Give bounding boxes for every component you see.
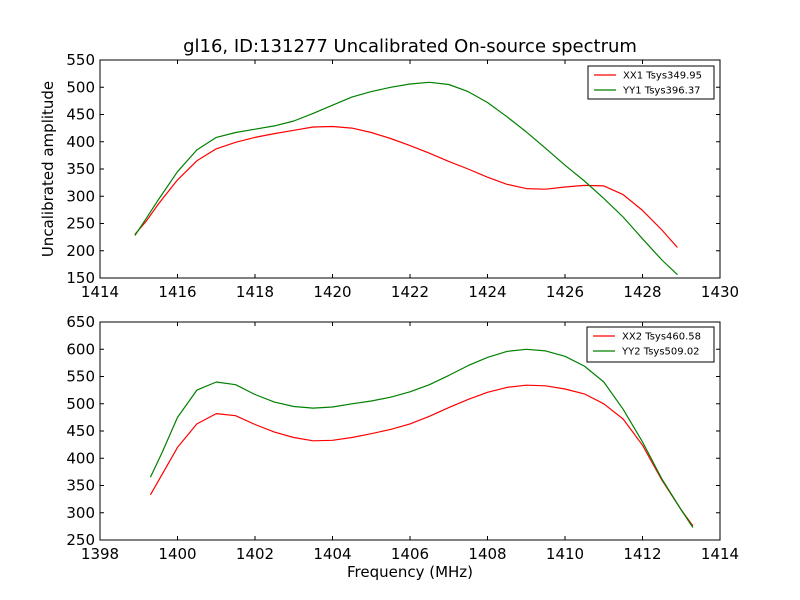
y-tick-label: 300 <box>66 187 95 205</box>
y-tick-label: 300 <box>66 504 95 522</box>
bottom-panel: 1398 1400 1402 1404 1406 1408 1410 1412 1414 250 3… <box>66 313 739 581</box>
legend-label: YY1 Tsys396.37 <box>622 86 701 97</box>
legend-label: XX1 Tsys349.95 <box>623 71 702 82</box>
x-tick-label: 1404 <box>313 545 351 563</box>
legend-box <box>586 326 715 363</box>
series-line-yy2 <box>149 348 694 528</box>
series-line-yy1 <box>134 81 678 276</box>
x-tick-label: 1414 <box>701 545 739 563</box>
series-line-xx1 <box>134 125 678 248</box>
y-tick-label: 350 <box>66 477 95 495</box>
y-tick-label: 450 <box>66 106 95 124</box>
x-tick-label: 1418 <box>236 283 274 301</box>
y-axis-label: Uncalibrated amplitude <box>39 81 57 257</box>
y-tick-label: 550 <box>66 368 95 386</box>
y-tick-label: 650 <box>66 313 95 331</box>
y-tick-label: 500 <box>66 395 95 413</box>
series-group <box>149 348 694 528</box>
x-tick-label: 1414 <box>81 283 119 301</box>
y-tick-label: 250 <box>66 531 95 549</box>
y-tick-label: 200 <box>66 242 95 260</box>
x-tick-label: 1406 <box>391 545 429 563</box>
x-tick-label: 1430 <box>701 283 739 301</box>
x-tick-label: 1420 <box>313 283 351 301</box>
y-tick-label: 250 <box>66 215 95 233</box>
legend-box <box>587 65 715 100</box>
x-tick-label: 1402 <box>236 545 274 563</box>
x-tick-label: 1408 <box>468 545 506 563</box>
y-tick-label: 350 <box>66 160 95 178</box>
x-tick-label: 1416 <box>158 283 196 301</box>
series-line-xx2 <box>149 384 694 527</box>
series-group <box>134 81 678 276</box>
legend: XX2 Tsys460.58 YY2 Tsys509.02 <box>586 326 715 363</box>
x-tick-label: 1424 <box>468 283 506 301</box>
x-tick-label: 1426 <box>546 283 584 301</box>
x-tick-label: 1398 <box>81 545 119 563</box>
y-tick-label: 550 <box>66 51 95 69</box>
x-tick-label: 1422 <box>391 283 429 301</box>
legend-label: XX2 Tsys460.58 <box>622 332 701 343</box>
legend-label: YY2 Tsys509.02 <box>621 347 700 358</box>
x-axis-label: Frequency (MHz) <box>347 563 473 581</box>
y-tick-label: 150 <box>66 269 95 287</box>
top-panel: 1414 1416 1418 1420 1422 1424 1426 1428 1430 150 2… <box>39 51 739 301</box>
y-tick-label: 400 <box>66 449 95 467</box>
x-tick-label: 1412 <box>623 545 661 563</box>
x-tick-label: 1400 <box>158 545 196 563</box>
figure-title: gl16, ID:131277 Uncalibrated On-source s… <box>183 36 637 57</box>
y-tick-label: 400 <box>66 133 95 151</box>
y-tick-label: 450 <box>66 422 95 440</box>
x-tick-label: 1428 <box>623 283 661 301</box>
y-tick-label: 500 <box>66 78 95 96</box>
x-tick-label: 1410 <box>546 545 584 563</box>
legend: XX1 Tsys349.95 YY1 Tsys396.37 <box>587 65 715 100</box>
y-tick-label: 600 <box>66 340 95 358</box>
